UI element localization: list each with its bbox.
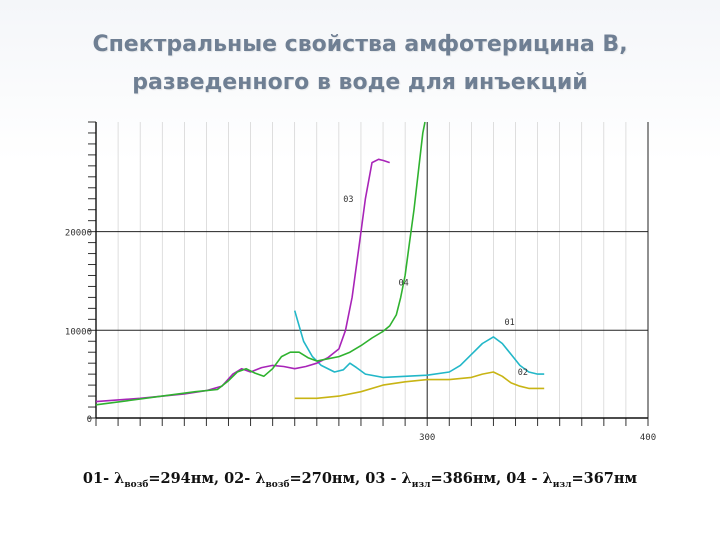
y-tick-label: 20000: [65, 229, 92, 239]
chart-title-line-1: Спектральные свойства амфотерицина В,: [92, 32, 628, 57]
series-label-04: 04: [398, 278, 408, 288]
chart-series: [95, 121, 545, 406]
chart-title-line-2: разведенного в воде для инъекций: [132, 70, 588, 95]
x-tick-label: 300: [419, 433, 435, 443]
series-line-03: [95, 158, 390, 403]
chart-caption: 01- λвозб=294нм, 02- λвозб=270нм, 03 - λ…: [0, 470, 720, 490]
y-tick-label: 0: [87, 415, 92, 425]
series-line-01: [293, 310, 545, 379]
series-label-03: 03: [343, 195, 353, 205]
caption-item-02: 02- λвозб=270нм,: [224, 470, 366, 490]
series-label-01: 01: [504, 318, 514, 328]
x-tick-label: 400: [640, 433, 656, 443]
caption-item-03: 03 - λизл=386нм,: [365, 470, 507, 490]
chart-labels: 0 10000 20000 300 400 01 02 03 04: [65, 195, 656, 443]
series-line-02: [294, 371, 545, 400]
chart-title: Спектральные свойства амфотерицина В, ра…: [20, 26, 700, 102]
series-label-02: 02: [518, 368, 528, 378]
caption-item-04: 04 - λизл=367нм: [506, 470, 638, 490]
series-line-04: [95, 121, 426, 406]
caption-item-01: 01- λвозб=294нм,: [82, 470, 225, 490]
chart-axes: [88, 121, 649, 426]
y-tick-label: 10000: [65, 327, 92, 337]
